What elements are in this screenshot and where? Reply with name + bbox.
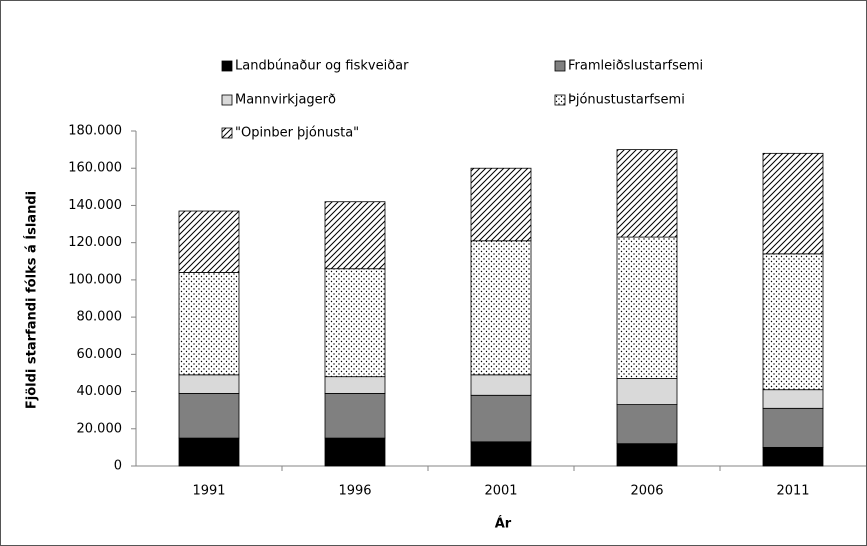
y-tick-label: 60.000 <box>77 347 123 362</box>
y-tick-label: 40.000 <box>77 384 123 399</box>
bar-segment <box>616 236 678 379</box>
bar-segment <box>178 210 240 273</box>
bar-segment <box>178 272 240 376</box>
legend-swatch <box>554 60 566 72</box>
x-tick-label: 1991 <box>192 484 225 499</box>
bar-segment <box>762 407 824 448</box>
legend-swatch <box>554 94 566 106</box>
legend-label: "Opinber þjónusta" <box>235 126 359 141</box>
y-tick-label: 160.000 <box>68 161 122 176</box>
bar-segment <box>762 253 824 391</box>
legend-label: Framleiðslustarfsemi <box>568 59 703 74</box>
y-tick-label: 180.000 <box>68 124 122 139</box>
bar-segment <box>762 389 824 409</box>
y-tick-label: 80.000 <box>77 310 123 325</box>
bar-segment <box>470 240 532 376</box>
bar-segment <box>616 378 678 405</box>
bar-segment <box>324 268 386 378</box>
x-tick-label: 2006 <box>630 484 663 499</box>
bar-segment <box>324 376 386 394</box>
bar-segment <box>324 393 386 439</box>
x-tick-label: 1996 <box>338 484 371 499</box>
bar-segment <box>178 437 240 467</box>
bar-segment <box>616 149 678 238</box>
y-axis-title: Fjöldi starfandi fólks á Íslandi <box>24 191 40 409</box>
x-tick-label: 2011 <box>776 484 809 499</box>
bar-segment <box>762 446 824 467</box>
legend-swatch <box>221 60 233 72</box>
bar-segment <box>178 393 240 439</box>
y-tick-label: 0 <box>114 459 122 474</box>
bar-segment <box>324 437 386 467</box>
bar-segment <box>470 394 532 443</box>
x-tick-label: 2001 <box>484 484 517 499</box>
bar-segment <box>470 374 532 396</box>
legend-swatch <box>221 94 233 106</box>
bar-segment <box>470 441 532 467</box>
bar-segment <box>470 167 532 242</box>
legend-label: Mannvirkjagerð <box>235 93 336 108</box>
y-tick-label: 20.000 <box>77 421 123 436</box>
x-axis-title: Ár <box>495 516 512 532</box>
y-tick-label: 140.000 <box>68 198 122 213</box>
bar-segment <box>324 201 386 270</box>
bar-segment <box>616 443 678 467</box>
legend-swatch <box>221 127 233 139</box>
bar-segment <box>178 374 240 394</box>
bar-segment <box>616 404 678 445</box>
bar-segment <box>762 152 824 255</box>
y-tick-label: 120.000 <box>68 235 122 250</box>
y-tick-label: 100.000 <box>68 272 122 287</box>
legend-label: Landbúnaður og fiskveiðar <box>235 59 409 74</box>
legend-label: Þjónustustarfsemi <box>568 93 685 108</box>
